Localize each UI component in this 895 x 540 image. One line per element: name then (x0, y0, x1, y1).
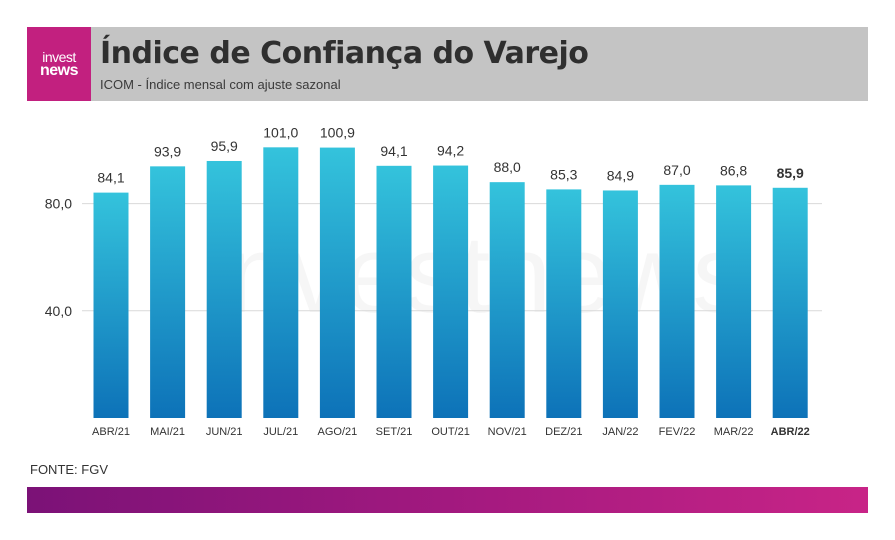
bar-MAR/22 (716, 185, 752, 418)
x-tick-label: NOV/21 (488, 426, 527, 438)
x-tick-label: ABR/22 (771, 426, 810, 438)
value-label: 88,0 (494, 159, 521, 175)
value-label: 85,3 (550, 166, 577, 182)
bar-AGO/21 (319, 147, 355, 418)
x-tick-label: JUN/21 (206, 426, 243, 438)
header-banner: invest news Índice de Confiança do Varej… (27, 27, 868, 101)
chart-subtitle: ICOM - Índice mensal com ajuste sazonal (100, 77, 341, 92)
value-label: 84,9 (607, 167, 634, 183)
bar-OUT/21 (433, 165, 469, 418)
bar-MAI/21 (150, 166, 186, 418)
value-label: 86,8 (720, 162, 747, 178)
bar-FEV/22 (659, 184, 695, 418)
value-label: 100,9 (320, 125, 355, 141)
bar-JUL/21 (263, 147, 299, 418)
value-label: 101,0 (263, 124, 298, 140)
x-tick-label: MAR/22 (714, 426, 754, 438)
x-tick-label: DEZ/21 (545, 426, 582, 438)
x-tick-label: ABR/21 (92, 426, 130, 438)
value-label: 94,1 (380, 143, 407, 159)
value-label: 94,2 (437, 143, 464, 159)
x-tick-label: OUT/21 (431, 426, 470, 438)
x-tick-label: MAI/21 (150, 426, 185, 438)
bar-JAN/22 (602, 190, 638, 418)
bar-ABR/21 (93, 192, 129, 418)
value-label: 87,0 (663, 162, 690, 178)
bar-DEZ/21 (546, 189, 582, 418)
x-tick-label: JUL/21 (263, 426, 298, 438)
value-label: 85,9 (777, 165, 804, 181)
bar-SET/21 (376, 165, 412, 418)
investnews-logo: invest news (27, 27, 91, 101)
bar-NOV/21 (489, 182, 525, 418)
value-label: 95,9 (211, 138, 238, 154)
source-note: FONTE: FGV (30, 462, 108, 477)
logo-line1: invest (42, 48, 76, 65)
y-tick-label: 40,0 (45, 303, 72, 319)
x-tick-label: FEV/22 (659, 426, 696, 438)
x-tick-label: SET/21 (376, 426, 413, 438)
x-tick-label: AGO/21 (318, 426, 358, 438)
value-label: 84,1 (97, 170, 124, 186)
footer-gradient-bar (27, 487, 868, 513)
bar-ABR/22 (772, 187, 808, 418)
chart-title: Índice de Confiança do Varejo (100, 36, 589, 71)
value-label: 93,9 (154, 143, 181, 159)
y-tick-label: 80,0 (45, 196, 72, 212)
x-tick-label: JAN/22 (602, 426, 638, 438)
bar-JUN/21 (206, 160, 242, 418)
logo-line2: news (39, 61, 79, 79)
